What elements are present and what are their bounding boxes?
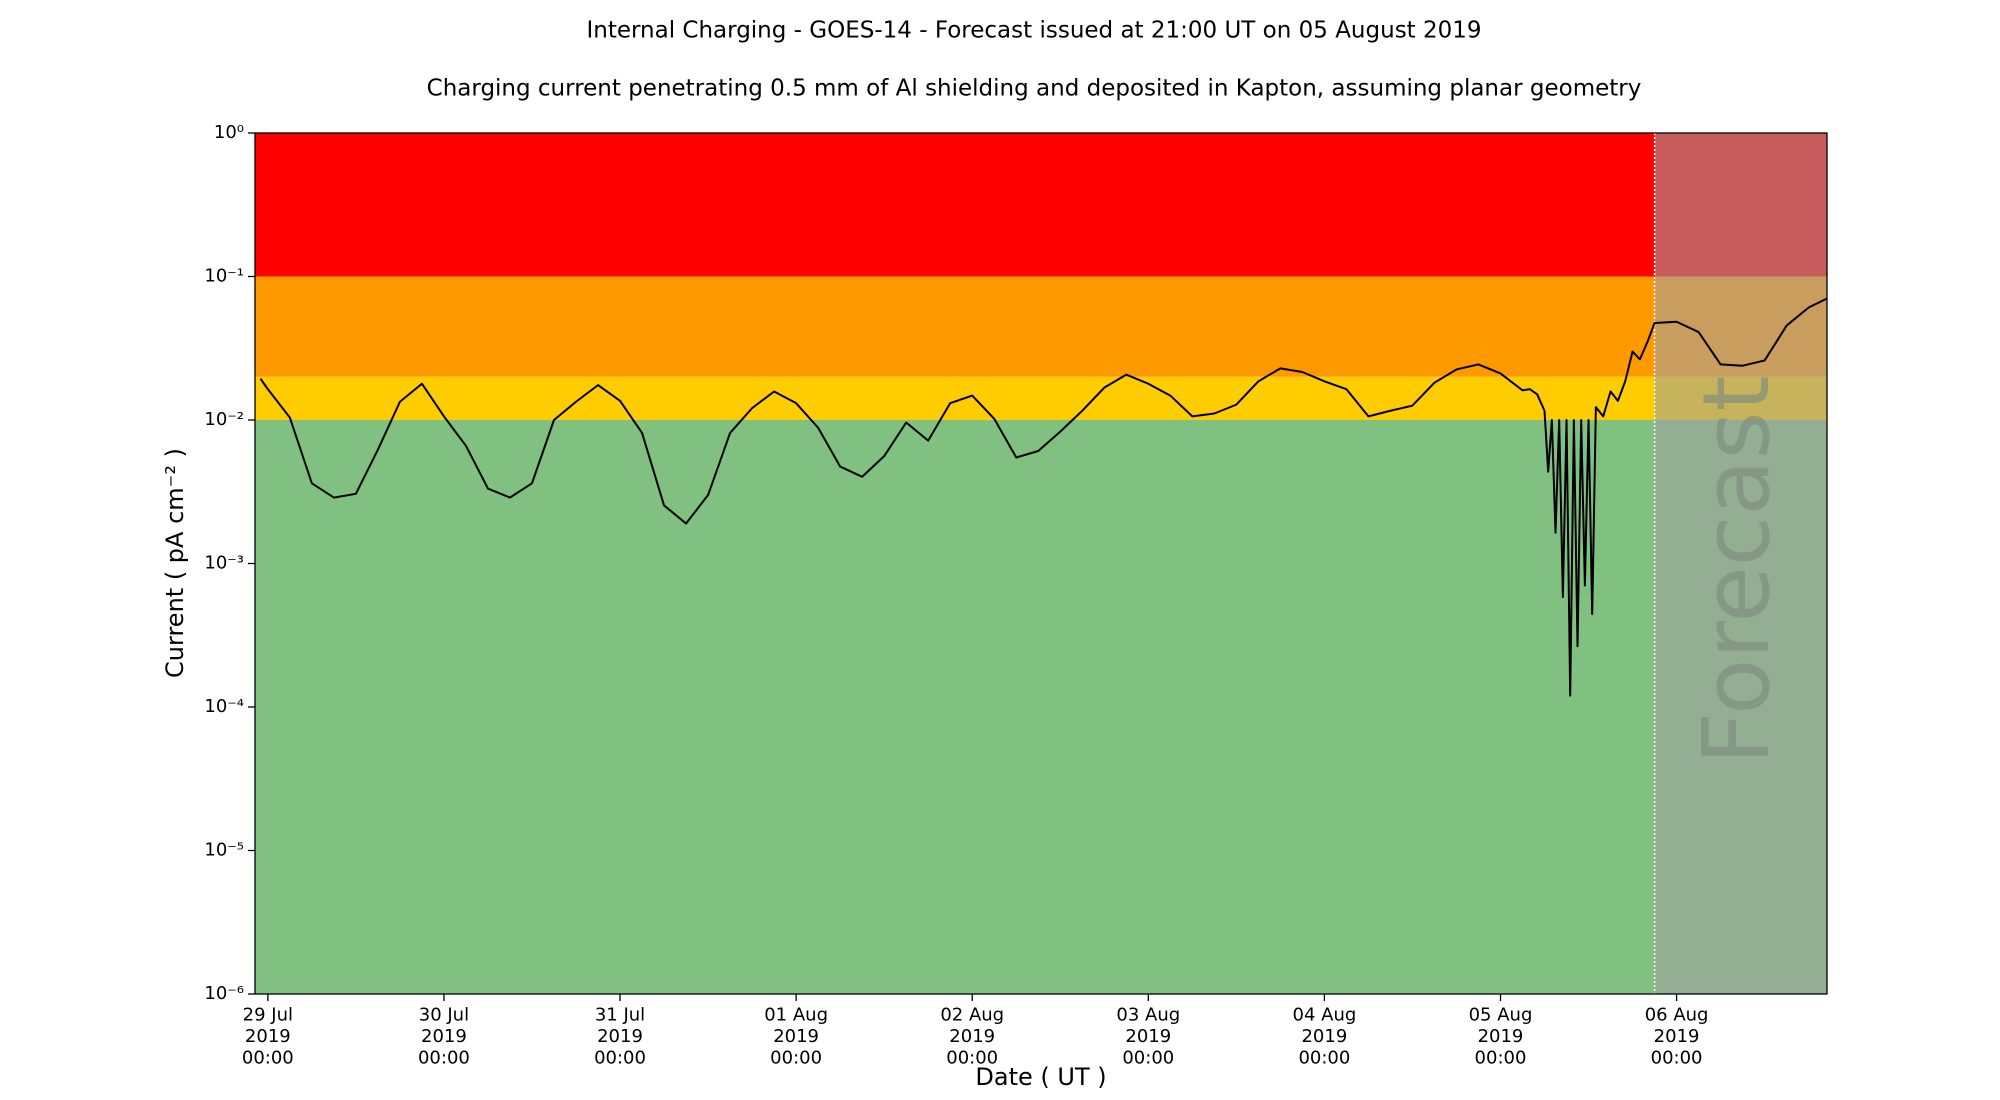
risk-zone	[255, 276, 1827, 377]
risk-zone	[255, 376, 1827, 420]
x-tick-label: 29 Jul 2019 00:00	[242, 1004, 294, 1068]
y-tick-label: 10⁰	[214, 122, 244, 143]
x-tick-label: 31 Jul 2019 00:00	[594, 1004, 646, 1068]
data-line	[259, 297, 1828, 697]
y-tick-label: 10⁻³	[204, 553, 244, 574]
x-tick-label: 01 Aug 2019 00:00	[764, 1004, 828, 1068]
x-tick-label: 02 Aug 2019 00:00	[940, 1004, 1004, 1068]
y-axis-label: Current ( pA cm⁻² )	[161, 448, 189, 678]
y-tick-label: 10⁻¹	[204, 266, 244, 287]
chart-title: Internal Charging - GOES-14 - Forecast i…	[586, 18, 1481, 44]
y-tick-label: 10⁻⁶	[204, 983, 244, 1004]
forecast-label: Forecast	[1683, 375, 1790, 764]
x-axis-label: Date ( UT )	[975, 1063, 1106, 1091]
chart-subtitle: Charging current penetrating 0.5 mm of A…	[427, 76, 1642, 102]
x-tick-label: 03 Aug 2019 00:00	[1116, 1004, 1180, 1068]
y-tick-label: 10⁻⁵	[204, 840, 244, 861]
risk-zone	[255, 420, 1827, 994]
forecast-region	[1654, 133, 1827, 994]
x-tick-label: 04 Aug 2019 00:00	[1293, 1004, 1357, 1068]
risk-zone	[255, 133, 1827, 277]
x-tick-label: 30 Jul 2019 00:00	[418, 1004, 470, 1068]
y-tick-label: 10⁻²	[204, 409, 244, 430]
x-tick-label: 06 Aug 2019 00:00	[1645, 1004, 1709, 1068]
x-tick-label: 05 Aug 2019 00:00	[1469, 1004, 1533, 1068]
y-tick-label: 10⁻⁴	[204, 696, 244, 717]
